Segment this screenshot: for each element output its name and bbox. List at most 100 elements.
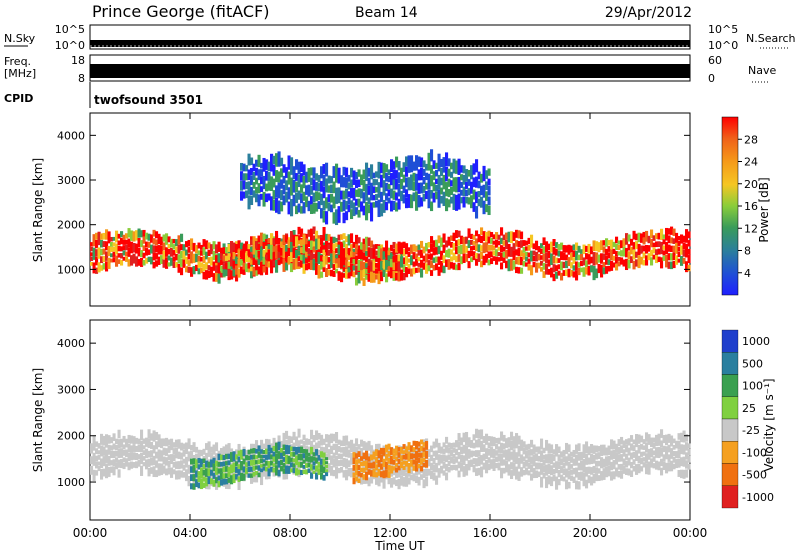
heatmap-cell — [470, 257, 474, 263]
heatmap-cell — [320, 261, 324, 270]
heatmap-cell — [242, 262, 246, 270]
heatmap-cell — [455, 177, 459, 193]
heatmap-cell — [352, 170, 356, 185]
heatmap-cell — [122, 457, 126, 463]
heatmap-cell — [345, 188, 349, 199]
heatmap-cell — [252, 181, 256, 189]
heatmap-cell — [552, 454, 556, 462]
heatmap-cell — [502, 450, 506, 458]
heatmap-cell — [240, 162, 244, 171]
heatmap-cell — [472, 189, 476, 200]
heatmap-cell — [570, 245, 574, 253]
heatmap-cell — [685, 469, 689, 478]
heatmap-cell — [375, 179, 379, 185]
heatmap-cell — [445, 472, 449, 481]
heatmap-cell — [562, 456, 566, 463]
heatmap-cell — [212, 250, 216, 261]
heatmap-cell — [350, 452, 354, 465]
heatmap-cell — [342, 273, 346, 278]
heatmap-cell — [572, 271, 576, 278]
heatmap-cell — [180, 470, 184, 478]
heatmap-cell — [477, 180, 481, 189]
heatmap-cell — [430, 189, 434, 199]
heatmap-cell — [417, 250, 421, 256]
heatmap-cell — [487, 168, 491, 176]
heatmap-cell — [525, 262, 529, 267]
heatmap-cell — [317, 252, 321, 264]
heatmap-cell — [525, 467, 529, 475]
heatmap-cell — [532, 454, 536, 467]
heatmap-cell — [425, 263, 429, 274]
heatmap-cell — [362, 467, 366, 473]
heatmap-cell — [330, 465, 334, 476]
heatmap-cell — [662, 454, 666, 462]
heatmap-cell — [360, 467, 364, 472]
heatmap-cell — [487, 436, 491, 442]
heatmap-cell — [305, 258, 309, 264]
heatmap-cell — [500, 442, 504, 454]
heatmap-cell — [407, 462, 411, 474]
heatmap-cell — [100, 233, 104, 240]
heatmap-cell — [217, 262, 221, 274]
heatmap-cell — [305, 463, 309, 468]
heatmap-cell — [255, 455, 259, 459]
heatmap-cell — [552, 474, 556, 482]
heatmap-cell — [472, 464, 476, 473]
heatmap-cell — [655, 249, 659, 256]
heatmap-cell — [160, 255, 164, 264]
heatmap-cell — [312, 226, 316, 235]
heatmap-cell — [317, 192, 321, 201]
heatmap-cell — [372, 465, 376, 472]
heatmap-cell — [255, 241, 259, 249]
heatmap-cell — [255, 186, 259, 194]
heatmap-cell — [252, 236, 256, 245]
heatmap-cell — [327, 249, 331, 256]
heatmap-cell — [280, 168, 284, 178]
heatmap-cell — [660, 241, 664, 255]
heatmap-cell — [150, 244, 154, 254]
heatmap-cell — [377, 273, 381, 285]
heatmap-cell — [652, 463, 656, 469]
heatmap-cell — [272, 252, 276, 259]
heatmap-cell — [257, 445, 261, 452]
heatmap-cell — [575, 270, 579, 281]
heatmap-cell — [265, 260, 269, 267]
heatmap-cell — [162, 456, 166, 465]
colorbar-tick-label: -1000 — [742, 491, 774, 504]
heatmap-cell — [480, 173, 484, 183]
heatmap-cell — [392, 275, 396, 281]
heatmap-cell — [345, 469, 349, 481]
heatmap-cell — [217, 253, 221, 263]
heatmap-cell — [655, 233, 659, 240]
heatmap-cell — [372, 468, 376, 478]
heatmap-cell — [187, 260, 191, 267]
heatmap-cell — [160, 245, 164, 255]
heatmap-cell — [302, 240, 306, 248]
heatmap-cell — [340, 201, 344, 212]
heatmap-cell — [110, 437, 114, 444]
heatmap-cell — [357, 245, 361, 252]
heatmap-cell — [265, 466, 269, 472]
heatmap-cell — [242, 449, 246, 457]
heatmap-cell — [432, 171, 436, 181]
heatmap-cell — [382, 247, 386, 254]
heatmap-cell — [242, 245, 246, 253]
heatmap-cell — [195, 446, 199, 453]
heatmap-cell — [475, 206, 479, 219]
heatmap-cell — [110, 258, 114, 263]
heatmap-cell — [430, 149, 434, 162]
heatmap-cell — [230, 448, 234, 455]
heatmap-cell — [372, 179, 376, 186]
heatmap-cell — [375, 171, 379, 178]
heatmap-cell — [410, 244, 414, 254]
heatmap-cell — [472, 255, 476, 261]
heatmap-cell — [420, 445, 424, 452]
heatmap-cell — [677, 246, 681, 252]
heatmap-cell — [657, 256, 661, 263]
heatmap-cell — [325, 469, 329, 473]
heatmap-cell — [180, 460, 184, 469]
heatmap-cell — [627, 457, 631, 466]
heatmap-cell — [657, 248, 661, 255]
heatmap-cell — [297, 461, 301, 468]
heatmap-cell — [215, 261, 219, 268]
